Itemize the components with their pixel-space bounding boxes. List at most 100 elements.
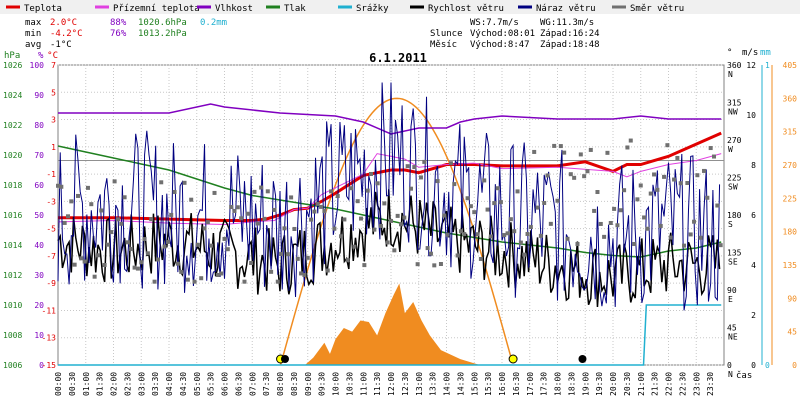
wind-direction-point bbox=[75, 193, 80, 198]
wind-direction-point bbox=[59, 184, 64, 189]
moon-rise: Východ:8:47 bbox=[470, 40, 530, 50]
tick-solar: 135 bbox=[783, 261, 798, 270]
tick-x: 06:00 bbox=[221, 372, 230, 396]
tick-celsius: -3 bbox=[46, 197, 56, 206]
stats-panel: max 2.0°C 88% 1020.6hPa 0.2mm min -4.2°C… bbox=[25, 18, 600, 50]
tick-solar: 225 bbox=[783, 194, 798, 203]
wind-direction-point bbox=[425, 246, 430, 251]
tick-percent: 40 bbox=[34, 241, 44, 250]
wind-direction-point bbox=[319, 204, 324, 209]
wind-direction-point bbox=[418, 175, 423, 180]
tick-percent: 20 bbox=[34, 301, 44, 310]
wind-direction-point bbox=[678, 181, 683, 186]
wind-direction-point bbox=[322, 208, 327, 213]
wind-direction-point bbox=[392, 248, 397, 253]
wind-direction-point bbox=[282, 226, 287, 231]
tick-direction-label: SW bbox=[728, 183, 738, 192]
wind-direction-point bbox=[528, 225, 533, 230]
wind-direction-point bbox=[552, 143, 557, 148]
tick-x: 15:00 bbox=[470, 372, 479, 396]
wind-direction-point bbox=[435, 179, 440, 184]
tick-ms: 0 bbox=[751, 361, 756, 370]
tick-x: 04:30 bbox=[179, 372, 188, 396]
wind-direction-point bbox=[702, 168, 707, 173]
wind-direction-point bbox=[568, 172, 573, 177]
wind-direction-point bbox=[165, 239, 170, 244]
tick-direction: 135 bbox=[727, 249, 742, 258]
wind-direction-point bbox=[535, 205, 540, 210]
tick-x: 04:00 bbox=[165, 372, 174, 396]
tick-ms: 4 bbox=[751, 261, 756, 270]
tick-x: 21:00 bbox=[637, 372, 646, 396]
wind-direction-point bbox=[385, 240, 390, 245]
wind-direction-point bbox=[488, 234, 493, 239]
tick-x: 08:30 bbox=[290, 372, 299, 396]
axis-unit-celsius: °C bbox=[47, 51, 58, 61]
tick-x: 03:30 bbox=[151, 372, 160, 396]
wind-direction-point bbox=[242, 279, 247, 284]
tick-x: 00:30 bbox=[68, 372, 77, 396]
wind-direction-point bbox=[588, 147, 593, 152]
wind-direction-point bbox=[125, 240, 130, 245]
stats-min-press: 1013.2hPa bbox=[138, 29, 187, 39]
tick-celsius: -13 bbox=[42, 334, 57, 343]
wind-direction-point bbox=[175, 261, 180, 266]
tick-x: 07:00 bbox=[248, 372, 257, 396]
tick-mm: 1 bbox=[765, 61, 770, 70]
wind-direction-point bbox=[189, 197, 194, 202]
wind-direction-point bbox=[155, 257, 160, 262]
tick-x: 02:00 bbox=[110, 372, 119, 396]
wind-direction-point bbox=[119, 221, 124, 226]
tick-x: 11:00 bbox=[359, 372, 368, 396]
tick-percent: 10 bbox=[34, 331, 44, 340]
wind-direction-point bbox=[195, 242, 200, 247]
tick-x: 12:00 bbox=[387, 372, 396, 396]
wind-direction-point bbox=[612, 206, 617, 211]
wind-direction-point bbox=[285, 252, 290, 257]
wind-direction-point bbox=[428, 251, 433, 256]
wind-direction-point bbox=[219, 271, 224, 276]
wind-direction-point bbox=[498, 200, 503, 205]
tick-x: 13:00 bbox=[415, 372, 424, 396]
tick-x: 18:00 bbox=[554, 372, 563, 396]
tick-x: 23:00 bbox=[692, 372, 701, 396]
wind-direction-point bbox=[312, 209, 317, 214]
tick-x: 08:00 bbox=[276, 372, 285, 396]
wind-direction-point bbox=[105, 242, 110, 247]
wind-direction-point bbox=[572, 175, 577, 180]
legend-label-4: Srážky bbox=[356, 4, 389, 14]
tick-x: 09:30 bbox=[318, 372, 327, 396]
wind-direction-point bbox=[205, 220, 210, 225]
tick-x: 00:00 bbox=[54, 372, 63, 396]
tick-direction-label: N bbox=[728, 70, 733, 79]
tick-hpa: 1010 bbox=[3, 301, 22, 310]
tick-x: 16:30 bbox=[512, 372, 521, 396]
series bbox=[56, 82, 723, 366]
wind-direction-point bbox=[135, 266, 140, 271]
wind-direction-point bbox=[82, 259, 87, 264]
wind-direction-point bbox=[305, 255, 310, 260]
wind-direction-point bbox=[272, 207, 277, 212]
wind-direction-point bbox=[225, 247, 230, 252]
wind-direction-point bbox=[369, 171, 374, 176]
wind-direction-point bbox=[585, 169, 590, 174]
wind-direction-point bbox=[132, 265, 137, 270]
tick-ms: 8 bbox=[751, 161, 756, 170]
wind-direction-point bbox=[159, 180, 164, 185]
wind-direction-point bbox=[289, 195, 294, 200]
wind-direction-point bbox=[598, 221, 603, 226]
wind-direction-point bbox=[452, 182, 457, 187]
wind-direction-point bbox=[415, 262, 420, 267]
wind-direction-point bbox=[389, 218, 393, 223]
tick-direction: 180 bbox=[727, 211, 742, 220]
tick-x: 21:30 bbox=[651, 372, 660, 396]
wind-direction-point bbox=[645, 226, 650, 231]
tick-x: 16:00 bbox=[498, 372, 507, 396]
wind-direction-point bbox=[232, 208, 237, 213]
tick-percent: 80 bbox=[34, 121, 44, 130]
wind-direction-point bbox=[69, 199, 74, 204]
tick-direction: 225 bbox=[727, 174, 742, 183]
wind-direction-point bbox=[478, 256, 483, 261]
tick-direction-label: S bbox=[728, 220, 733, 229]
wind-direction-point bbox=[95, 253, 100, 258]
